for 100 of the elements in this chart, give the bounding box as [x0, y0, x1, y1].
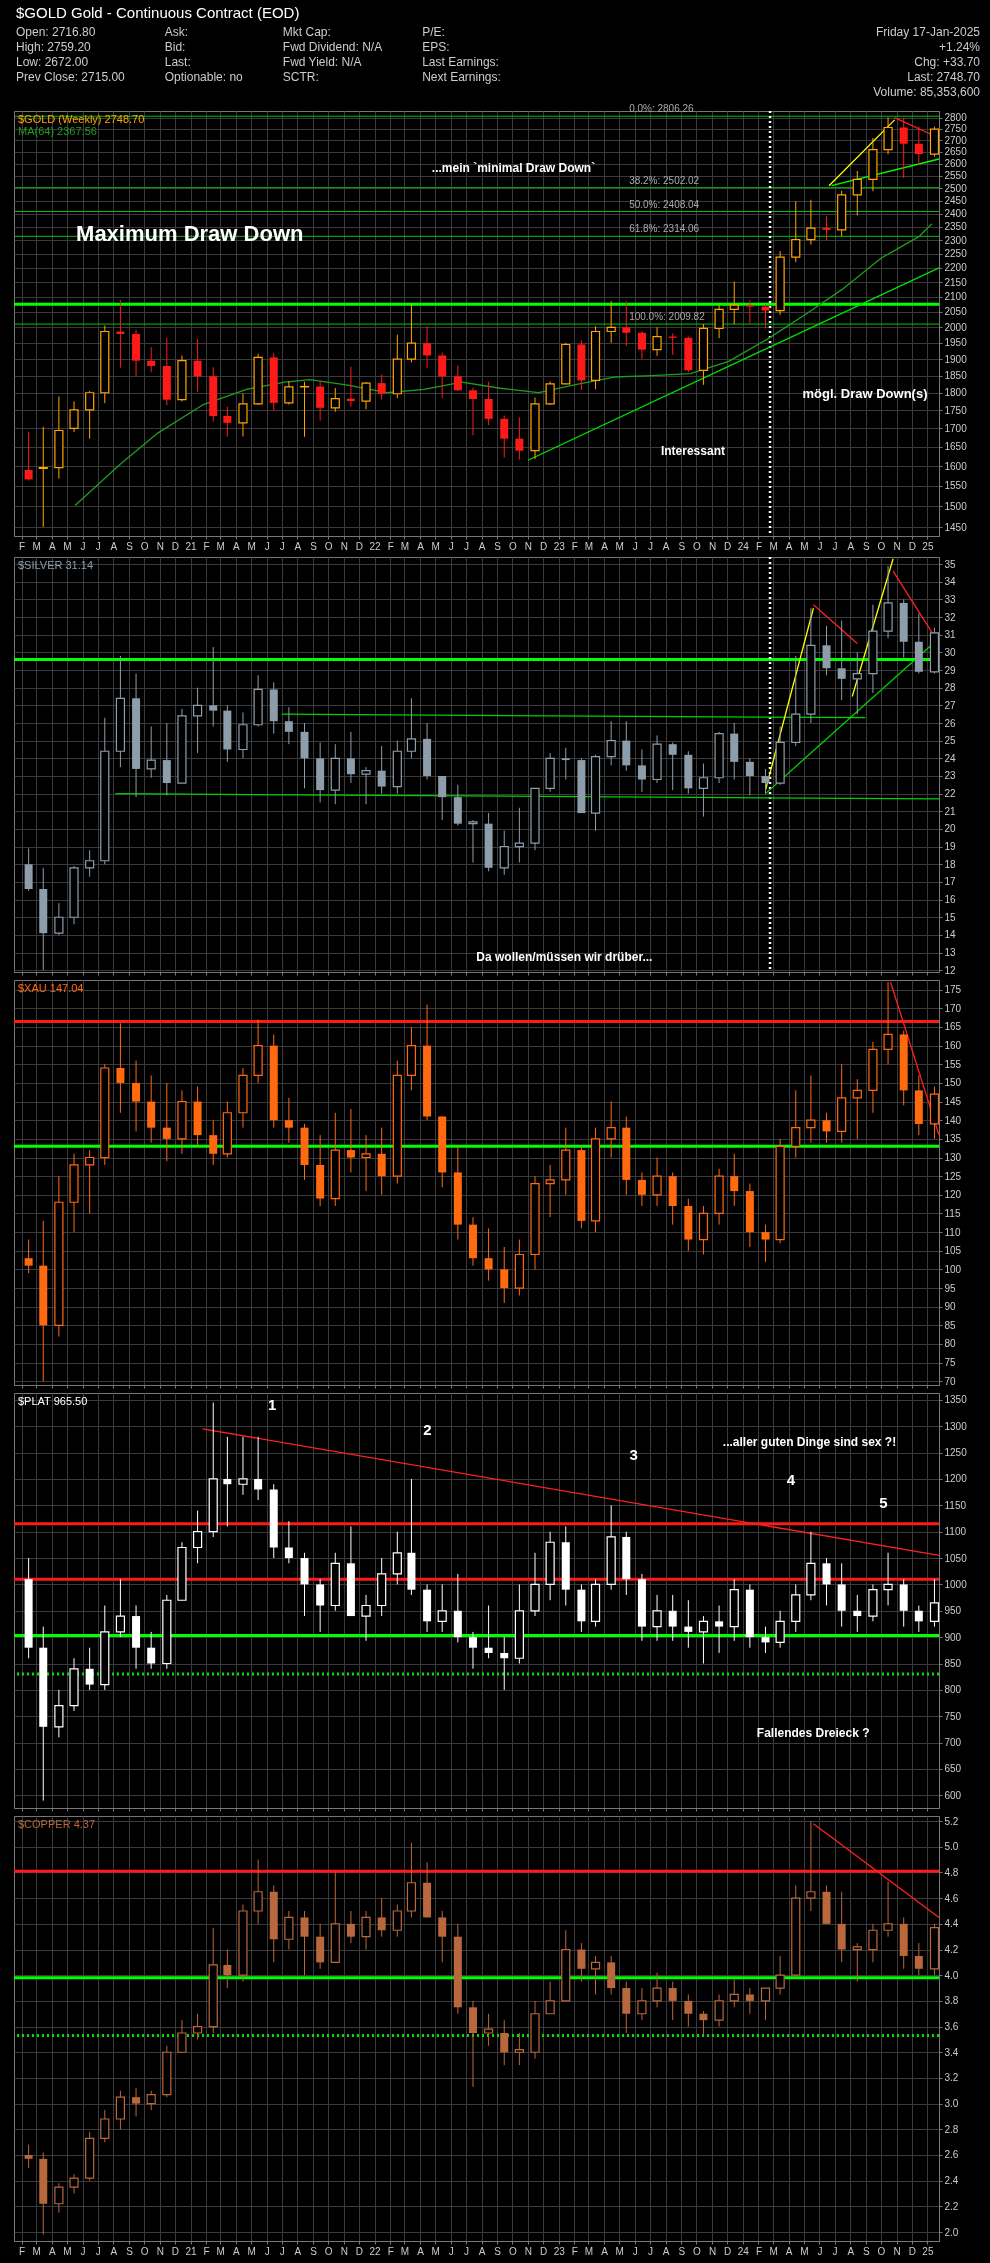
x-tick-label: O [324, 540, 333, 552]
y-tick-label: 13 [944, 947, 957, 959]
y-tick-label: 750 [944, 1710, 962, 1722]
x-tick-label: J [463, 2245, 469, 2257]
x-tick-label: 25 [922, 540, 934, 552]
x-tick-label: A [417, 540, 425, 552]
y-tick-label: 1350 [944, 1394, 968, 1406]
y-tick-label: 160 [944, 1040, 962, 1052]
y-tick-label: 31 [944, 629, 957, 641]
x-tick-label: D [908, 540, 916, 552]
y-tick-label: 950 [944, 1605, 962, 1617]
y-tick-label: 175 [944, 984, 962, 996]
x-tick-label: F [755, 2245, 762, 2257]
x-tick-label: M [615, 540, 624, 552]
y-tick-label: 2500 [944, 182, 968, 194]
y-tick-label: 26 [944, 717, 957, 729]
x-tick-label: D [171, 540, 180, 552]
x-tick-label: A [601, 540, 609, 552]
y-tick-label: 900 [944, 1631, 962, 1643]
y-tick-label: 600 [944, 1789, 962, 1801]
x-tick-label: S [863, 2245, 871, 2257]
x-tick-label: F [203, 2245, 210, 2257]
x-tick-label: F [19, 2245, 26, 2257]
y-tick-label: 12 [944, 964, 957, 976]
x-tick-label: O [693, 540, 702, 552]
y-tick-label: 125 [944, 1170, 962, 1182]
y-tick-label: 33 [944, 593, 957, 605]
y-tick-label: 650 [944, 1763, 962, 1775]
ref-line-label: 61.8%: 2314.06 [629, 223, 700, 235]
x-tick-label: D [908, 2245, 916, 2257]
x-tick-label: M [584, 2245, 594, 2257]
y-tick-label: 2350 [944, 221, 968, 233]
x-tick-label: J [264, 540, 270, 552]
x-tick-label: D [171, 2245, 180, 2257]
x-tick-label: J [448, 540, 454, 552]
annotation: ...aller guten Dinge sind sex ?! [722, 1434, 897, 1449]
x-tick-label: 24 [737, 540, 750, 552]
x-tick-label: O [877, 2245, 886, 2257]
x-tick-label: A [662, 2245, 670, 2257]
x-tick-label: F [387, 2245, 394, 2257]
x-tick-label: M [32, 540, 41, 552]
text: Last: 2748.70 [906, 70, 980, 85]
y-tick-label: 850 [944, 1658, 962, 1670]
x-tick-label: O [140, 2245, 149, 2257]
x-tick-label: M [769, 540, 778, 552]
x-tick-label: 22 [369, 540, 382, 552]
x-tick-label: O [877, 540, 886, 552]
x-tick-label: J [95, 540, 101, 552]
y-tick-label: 2100 [944, 291, 968, 303]
y-tick-label: 145 [944, 1096, 962, 1108]
y-tick-label: 2200 [944, 262, 968, 274]
y-tick-label: 1800 [944, 387, 968, 399]
y-tick-label: 1600 [944, 460, 968, 472]
text: Low: 2672.00 [16, 55, 90, 70]
x-tick-label: M [615, 2245, 624, 2257]
x-tick-label: J [80, 2245, 86, 2257]
x-tick-label: S [310, 2245, 318, 2257]
annotation: 1 [267, 1396, 277, 1414]
y-tick-label: 2800 [944, 112, 968, 124]
text: High: 2759.20 [16, 40, 92, 55]
y-tick-label: 2000 [944, 321, 968, 333]
y-tick-label: 2.8 [944, 2123, 959, 2135]
y-tick-label: 80 [944, 1338, 957, 1350]
x-tick-label: A [785, 2245, 793, 2257]
text: SCTR: [282, 70, 320, 85]
x-tick-label: F [755, 540, 762, 552]
x-tick-label: S [126, 2245, 134, 2257]
x-tick-label: N [708, 2245, 717, 2257]
y-tick-label: 25 [944, 735, 957, 747]
annotation: Fallendes Dreieck ? [756, 1726, 870, 1741]
x-tick-label: M [800, 540, 809, 552]
y-tick-label: 1900 [944, 353, 968, 365]
text: Volume: 85,353,600 [873, 85, 980, 100]
text: Next Earnings: [422, 70, 501, 85]
annotation: Interessant [660, 444, 725, 458]
y-tick-label: 1100 [944, 1526, 967, 1538]
x-tick-label: J [648, 540, 653, 552]
y-tick-label: 2750 [944, 123, 968, 135]
x-tick-label: J [817, 540, 823, 552]
y-tick-label: 21 [944, 805, 957, 817]
y-tick-label: 1650 [944, 441, 968, 453]
x-tick-label: A [601, 2245, 609, 2257]
y-tick-label: 2.2 [944, 2200, 959, 2212]
y-tick-label: 35 [944, 558, 957, 570]
y-tick-label: 29 [944, 664, 957, 676]
y-tick-label: 85 [944, 1319, 957, 1331]
x-tick-label: A [785, 540, 793, 552]
x-tick-label: D [724, 2245, 732, 2257]
x-tick-label: A [294, 2245, 302, 2257]
x-tick-label: J [463, 540, 469, 552]
annotation: 3 [629, 1446, 638, 1464]
x-tick-label: S [494, 2245, 502, 2257]
x-tick-label: O [508, 2245, 517, 2257]
x-tick-label: F [19, 540, 26, 552]
text: $SILVER 31.14 [18, 559, 94, 571]
x-tick-label: O [140, 540, 149, 552]
x-tick-label: M [431, 540, 440, 552]
x-tick-label: 24 [737, 2245, 750, 2257]
x-tick-label: O [324, 2245, 333, 2257]
y-tick-label: 90 [944, 1301, 957, 1313]
